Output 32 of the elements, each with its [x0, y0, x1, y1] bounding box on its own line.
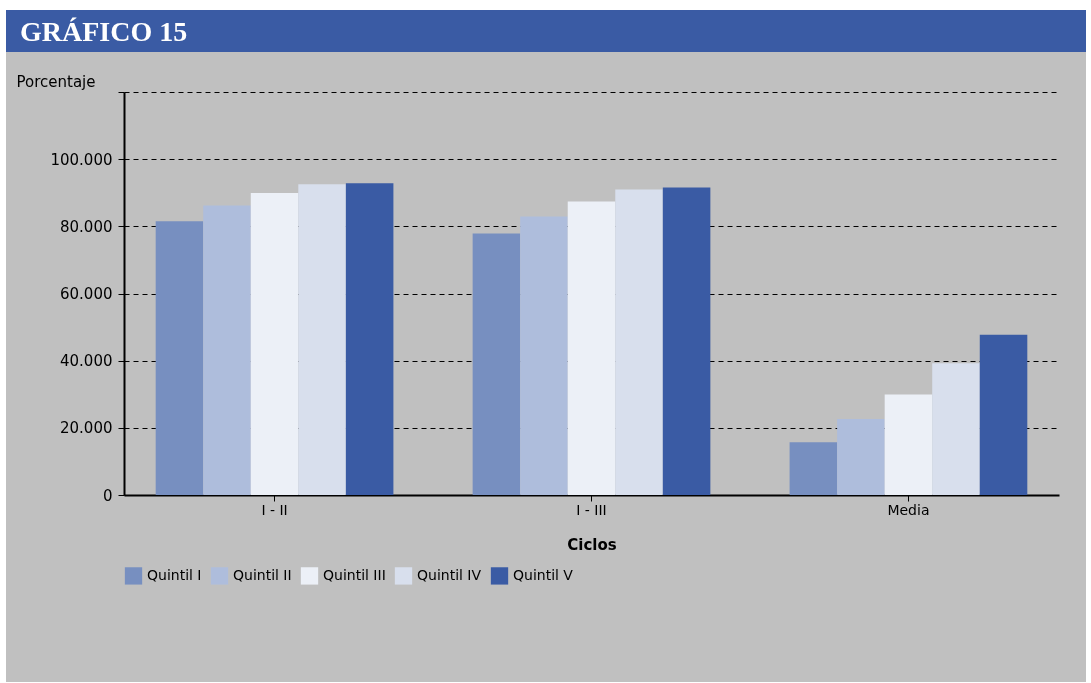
y-tick-label: 20.000	[60, 419, 113, 438]
legend-label: Quintil II	[233, 566, 292, 583]
bar	[932, 363, 980, 495]
bar	[662, 187, 711, 495]
bar	[789, 442, 838, 495]
x-tick-label: I - II	[261, 501, 288, 518]
y-tick-label: 40.000	[60, 352, 113, 371]
bar	[979, 334, 1028, 495]
bar	[884, 394, 933, 495]
x-tick-label: I - III	[576, 501, 607, 518]
bar	[615, 189, 663, 495]
bar	[203, 205, 251, 495]
y-axis-title: Porcentaje	[16, 72, 96, 91]
y-tick-label: 0	[102, 486, 113, 505]
y-tick-label: 80.000	[60, 217, 113, 236]
bar	[837, 419, 885, 495]
chart-title: GRÁFICO 15	[6, 10, 1086, 52]
bar	[472, 233, 521, 495]
bar	[567, 201, 616, 495]
legend-label: Quintil IV	[417, 566, 482, 583]
y-tick-label: 60.000	[60, 285, 113, 303]
bar	[155, 221, 204, 495]
legend-label: Quintil I	[147, 566, 202, 583]
legend-label: Quintil III	[323, 566, 386, 583]
bar	[298, 184, 346, 495]
legend-label: Quintil V	[513, 566, 574, 583]
y-tick-label: 100.000	[50, 150, 113, 169]
x-tick-label: Media	[887, 501, 930, 518]
bar	[250, 193, 299, 495]
bar	[345, 183, 394, 495]
x-axis-title: Ciclos	[567, 535, 617, 554]
bar	[520, 216, 568, 495]
